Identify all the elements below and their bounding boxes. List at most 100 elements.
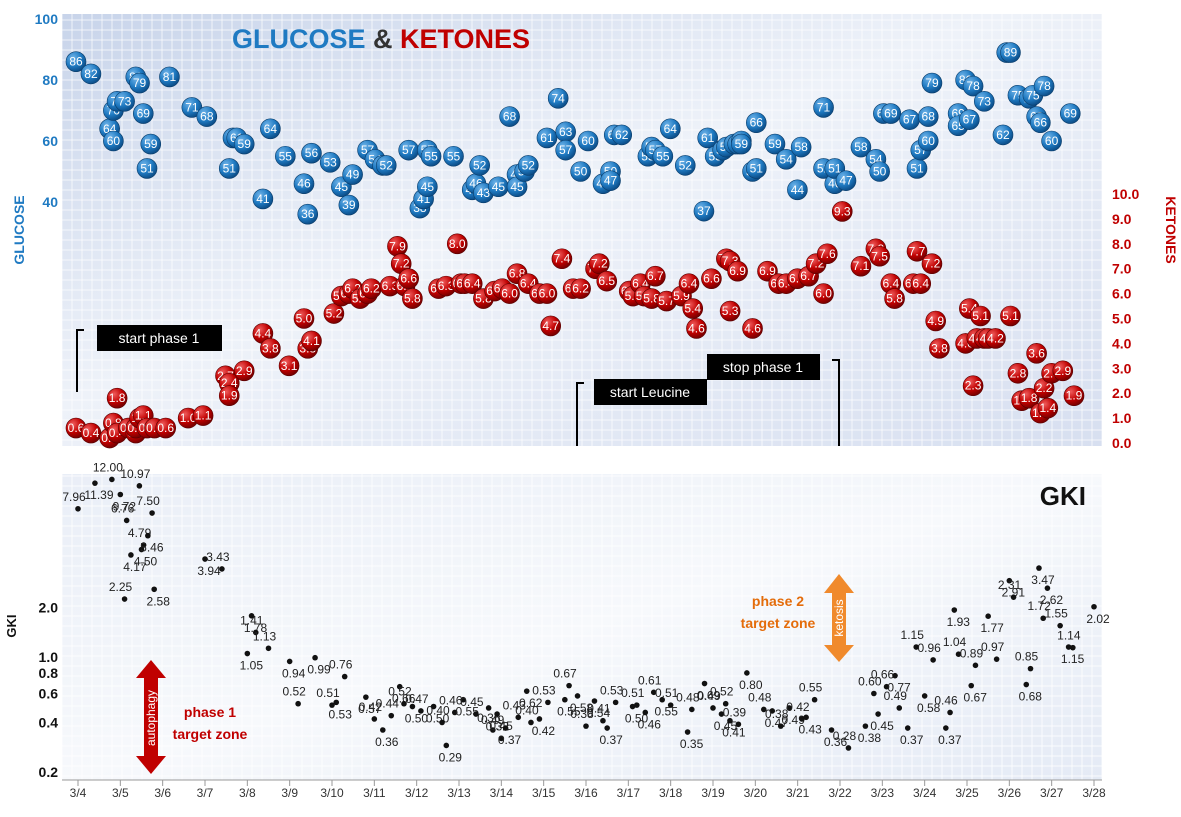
glucose-point-label: 61 <box>701 131 715 145</box>
ketone-point-label: 4.9 <box>927 314 944 328</box>
gki-point: 10.97 <box>120 467 151 489</box>
glucose-point-label: 64 <box>264 122 278 136</box>
gki-point: 0.54 <box>587 698 611 720</box>
glucose-point-label: 71 <box>817 100 831 114</box>
glucose-point: 56 <box>301 142 322 164</box>
gki-point: 0.45 <box>460 695 484 717</box>
ketone-point: 4.6 <box>742 318 763 339</box>
glucose-point-label: 50 <box>873 165 887 179</box>
gki-point: 0.58 <box>917 693 941 715</box>
leucine-start-bracket <box>576 382 584 446</box>
gki-point: 0.50 <box>405 703 428 726</box>
gki-point: 0.69 <box>697 680 721 703</box>
gki-point-label: 0.40 <box>515 703 539 717</box>
gki-point: 2.31 <box>998 578 1022 600</box>
gki-point-label: 0.60 <box>858 675 882 689</box>
gki-point-label: 2.62 <box>1040 593 1064 607</box>
gki-point-label: 0.37 <box>900 733 924 747</box>
ketone-point: 6.6 <box>701 268 722 289</box>
date-tick-label: 3/9 <box>281 786 298 800</box>
glucose-point: 68 <box>917 106 939 127</box>
gki-point-label: 0.42 <box>786 700 810 714</box>
gki-point: 0.61 <box>638 673 662 696</box>
ketone-point-label: 6.9 <box>759 264 776 278</box>
date-tick-label: 3/4 <box>70 786 87 800</box>
gki-point-label: 0.41 <box>722 726 746 740</box>
glucose-point-label: 58 <box>854 140 868 154</box>
glucose-point-label: 59 <box>238 137 252 151</box>
gki-point: 0.32 <box>486 719 509 742</box>
gki-point-label: 0.54 <box>587 706 611 720</box>
ketone-point: 5.3 <box>719 300 741 322</box>
date-axis-ticks: 3/4 3/5 3/6 3/7 3/8 3/9 3/10 3/11 3/12 3/13 3/14 3/… <box>70 780 1106 800</box>
start-phase-1-label: start phase 1 <box>119 330 200 346</box>
gki-point-label: 2.02 <box>1086 612 1110 626</box>
glucose-point-label: 67 <box>963 113 977 127</box>
glucose-point-label: 43 <box>477 186 491 200</box>
gki-point-label: 1.72 <box>1028 599 1052 613</box>
gki-point-label: 3.94 <box>197 564 221 578</box>
gki-point-label: 0.52 <box>710 685 734 699</box>
ketone-point: 7.5 <box>869 245 890 267</box>
date-tick-label: 3/7 <box>197 786 214 800</box>
gki-point: 0.49 <box>481 705 505 727</box>
gki-point: 0.40 <box>515 703 539 726</box>
gki-point-label: 0.49 <box>481 713 505 727</box>
glucose-point-label: 68 <box>200 110 214 124</box>
glucose-point: 51 <box>906 158 928 179</box>
gki-point: 0.48 <box>676 690 700 713</box>
gki-point: 0.51 <box>621 686 645 708</box>
gki-point: 7.50 <box>136 494 160 516</box>
ketone-point-label: 6.0 <box>539 287 556 301</box>
glucose-point: 66 <box>745 112 767 133</box>
ketone-point-label: 5.2 <box>326 307 343 321</box>
ketone-point: 6.6 <box>398 268 419 289</box>
gki-point-label: 1.04 <box>943 635 967 649</box>
ketone-point-label: 6.0 <box>815 287 832 301</box>
glucose-point: 64 <box>660 118 681 140</box>
gki-point: 0.37 <box>599 725 623 747</box>
gki-point: 2.62 <box>1040 585 1064 607</box>
gki-point: 0.94 <box>282 658 306 680</box>
gki-point-label: 1.77 <box>980 621 1004 635</box>
date-tick-label: 3/26 <box>998 786 1022 800</box>
ketosis-arrow: ketosis <box>824 574 854 662</box>
glucose-point-label: 63 <box>559 125 573 139</box>
glucose-point-label: 89 <box>1004 46 1018 60</box>
ketone-point: 2.8 <box>1007 362 1029 384</box>
glucose-point: 47 <box>600 170 621 191</box>
glucose-point: 37 <box>693 200 715 222</box>
ketones-tick-label: 6.0 <box>1112 286 1132 302</box>
gki-point-label: 1.15 <box>1061 652 1085 666</box>
gki-point-label: 0.55 <box>456 705 480 719</box>
ketone-point-label: 6.2 <box>363 282 380 296</box>
stop-phase-1-box <box>707 354 820 380</box>
ketone-point-label: 5.7 <box>658 294 675 308</box>
glucose-point-label: 60 <box>1045 134 1059 148</box>
gki-series: 7.9611.3912.009.726.764.1710.974.504.795… <box>62 460 1110 764</box>
gki-point: 12.00 <box>93 460 123 483</box>
gki-point-label: 1.41 <box>240 613 264 627</box>
ketone-point-label: 7.2 <box>924 257 941 271</box>
glucose-point: 36 <box>297 203 319 225</box>
gki-point: 0.51 <box>655 686 679 708</box>
ketone-point: 2.9 <box>233 360 255 382</box>
ketone-point-label: 2.3 <box>965 379 982 393</box>
date-tick-label: 3/15 <box>532 786 556 800</box>
gki-point: 0.37 <box>498 725 522 747</box>
glucose-point-label: 73 <box>118 94 132 108</box>
gki-point: 3.43 <box>206 550 230 572</box>
ketone-point-label: 6.4 <box>464 277 481 291</box>
ketones-tick-label: 2.0 <box>1112 385 1132 401</box>
glucose-point: 66 <box>1030 112 1051 133</box>
ketone-point: 6.9 <box>727 260 748 282</box>
glucose-point: 59 <box>233 133 255 155</box>
ketone-point: 3.8 <box>929 338 950 359</box>
gki-tick-label: 0.6 <box>39 686 59 702</box>
date-tick-label: 3/25 <box>955 786 979 800</box>
glucose-point-label: 71 <box>185 100 199 114</box>
glucose-point: 79 <box>129 72 150 94</box>
glucose-point: 79 <box>921 72 943 94</box>
start-phase-1-box <box>97 325 222 351</box>
gki-point: 3.47 <box>1031 565 1055 587</box>
